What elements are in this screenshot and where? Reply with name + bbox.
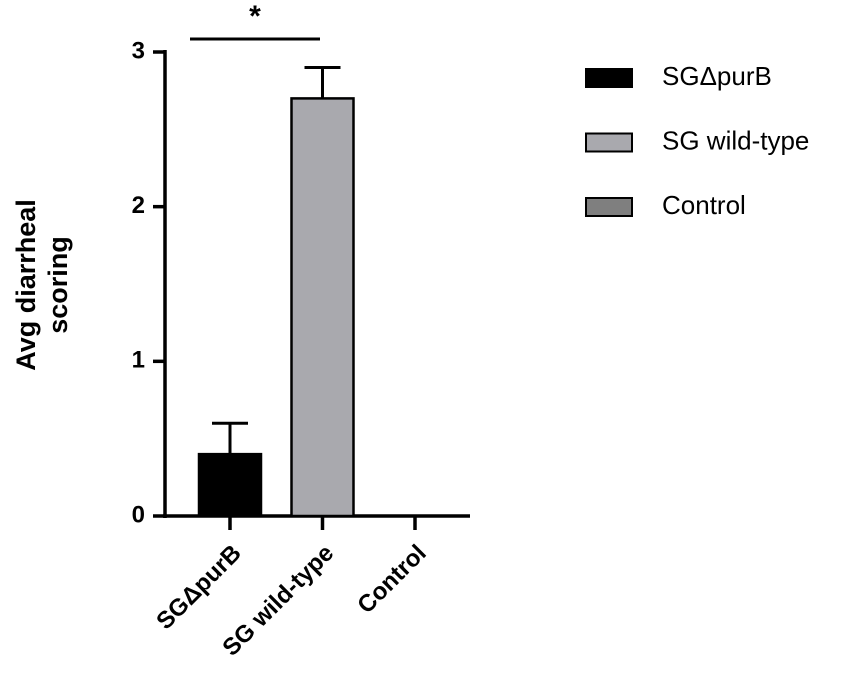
legend-swatch (585, 132, 633, 153)
y-axis-label: Avg diarrheal scoring (11, 199, 73, 371)
y-tick-label: 2 (132, 192, 145, 219)
legend-label: SG wild-type (662, 125, 809, 155)
bar (290, 97, 355, 518)
x-tick-label: SGΔpurB (151, 540, 246, 635)
y-axis-label-line: Avg diarrheal (11, 199, 41, 371)
y-tick-label: 3 (132, 37, 145, 64)
bar (197, 452, 263, 518)
legend-swatch (585, 68, 633, 88)
y-axis-label-line: scoring (43, 236, 73, 334)
legend-swatch (585, 197, 633, 217)
y-tick-label: 1 (132, 347, 145, 374)
significance-label: * (249, 0, 261, 33)
x-tick-label: Control (352, 540, 431, 619)
legend-label: SGΔpurB (662, 61, 772, 91)
legend-label: Control (662, 190, 746, 220)
y-tick-label: 0 (132, 501, 145, 528)
